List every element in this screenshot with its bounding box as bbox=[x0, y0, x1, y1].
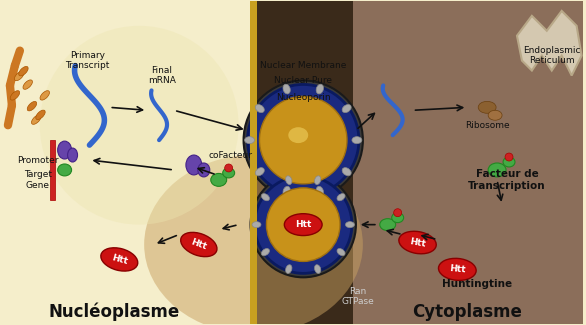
Ellipse shape bbox=[285, 176, 292, 185]
Text: Nuclear Pure: Nuclear Pure bbox=[274, 76, 332, 85]
Ellipse shape bbox=[198, 163, 210, 177]
Text: Ran
GTPase: Ran GTPase bbox=[342, 287, 374, 306]
Text: Nuclear Membrane: Nuclear Membrane bbox=[260, 61, 346, 70]
Ellipse shape bbox=[10, 91, 19, 100]
Ellipse shape bbox=[283, 84, 290, 94]
Circle shape bbox=[505, 153, 513, 161]
Ellipse shape bbox=[316, 84, 323, 94]
Circle shape bbox=[254, 176, 352, 273]
Ellipse shape bbox=[180, 232, 217, 257]
Bar bbox=[250, 1, 257, 324]
Text: Nucleoporin: Nucleoporin bbox=[276, 93, 331, 102]
Circle shape bbox=[224, 164, 233, 172]
Ellipse shape bbox=[19, 66, 28, 76]
Text: Htt: Htt bbox=[110, 253, 128, 266]
Ellipse shape bbox=[23, 80, 32, 89]
Ellipse shape bbox=[36, 110, 45, 120]
Ellipse shape bbox=[261, 249, 270, 256]
Polygon shape bbox=[517, 11, 581, 75]
Ellipse shape bbox=[337, 249, 345, 256]
Ellipse shape bbox=[101, 248, 138, 271]
Text: Final
mRNA: Final mRNA bbox=[148, 66, 176, 85]
Ellipse shape bbox=[316, 186, 323, 196]
Text: Htt: Htt bbox=[295, 220, 311, 229]
Circle shape bbox=[244, 81, 363, 200]
Circle shape bbox=[394, 209, 401, 217]
Ellipse shape bbox=[342, 105, 351, 113]
Ellipse shape bbox=[342, 168, 351, 176]
Ellipse shape bbox=[67, 148, 77, 162]
Ellipse shape bbox=[346, 222, 355, 227]
Ellipse shape bbox=[40, 26, 239, 225]
Text: Target
Gene: Target Gene bbox=[24, 170, 52, 189]
Ellipse shape bbox=[290, 214, 308, 228]
Ellipse shape bbox=[255, 168, 264, 176]
Ellipse shape bbox=[144, 155, 363, 325]
FancyBboxPatch shape bbox=[0, 1, 254, 324]
Text: Endoplasmic
Reticulum: Endoplasmic Reticulum bbox=[523, 46, 581, 65]
Ellipse shape bbox=[488, 163, 506, 177]
Ellipse shape bbox=[288, 127, 308, 143]
Ellipse shape bbox=[40, 91, 49, 100]
Ellipse shape bbox=[15, 71, 24, 81]
Ellipse shape bbox=[399, 231, 436, 254]
Text: coFacteur: coFacteur bbox=[209, 150, 253, 160]
Ellipse shape bbox=[438, 258, 476, 280]
Ellipse shape bbox=[352, 136, 362, 144]
FancyBboxPatch shape bbox=[254, 1, 353, 324]
Ellipse shape bbox=[285, 265, 292, 273]
Ellipse shape bbox=[488, 110, 502, 120]
Text: Htt: Htt bbox=[408, 237, 427, 248]
Bar bbox=[50, 140, 54, 200]
Ellipse shape bbox=[391, 213, 404, 223]
Ellipse shape bbox=[337, 194, 345, 201]
Text: Cytoplasme: Cytoplasme bbox=[413, 303, 522, 321]
Text: Htt: Htt bbox=[190, 238, 208, 252]
FancyBboxPatch shape bbox=[353, 1, 582, 324]
Ellipse shape bbox=[315, 265, 321, 273]
Ellipse shape bbox=[284, 214, 322, 236]
Ellipse shape bbox=[32, 115, 41, 124]
Ellipse shape bbox=[223, 168, 234, 178]
Ellipse shape bbox=[503, 157, 515, 167]
Ellipse shape bbox=[57, 141, 71, 159]
Circle shape bbox=[251, 172, 356, 277]
Ellipse shape bbox=[27, 101, 37, 111]
Ellipse shape bbox=[380, 219, 396, 231]
Ellipse shape bbox=[186, 155, 202, 175]
Text: Huntingtine: Huntingtine bbox=[442, 279, 512, 289]
Circle shape bbox=[267, 188, 340, 261]
Ellipse shape bbox=[283, 186, 290, 196]
Ellipse shape bbox=[478, 101, 496, 113]
Circle shape bbox=[260, 97, 347, 184]
Text: Nucléoplasme: Nucléoplasme bbox=[49, 303, 180, 321]
Text: Promoter: Promoter bbox=[17, 155, 59, 164]
Ellipse shape bbox=[244, 136, 254, 144]
Ellipse shape bbox=[315, 176, 321, 185]
Text: Facteur de
Transcription: Facteur de Transcription bbox=[468, 169, 546, 191]
Circle shape bbox=[247, 84, 359, 196]
Ellipse shape bbox=[211, 174, 227, 186]
Ellipse shape bbox=[252, 222, 261, 227]
Ellipse shape bbox=[261, 194, 270, 201]
Ellipse shape bbox=[57, 164, 71, 176]
Text: Htt: Htt bbox=[449, 264, 466, 275]
Text: Ribosome: Ribosome bbox=[465, 121, 509, 130]
Ellipse shape bbox=[255, 105, 264, 113]
Text: Primary
Transcript: Primary Transcript bbox=[65, 51, 110, 70]
